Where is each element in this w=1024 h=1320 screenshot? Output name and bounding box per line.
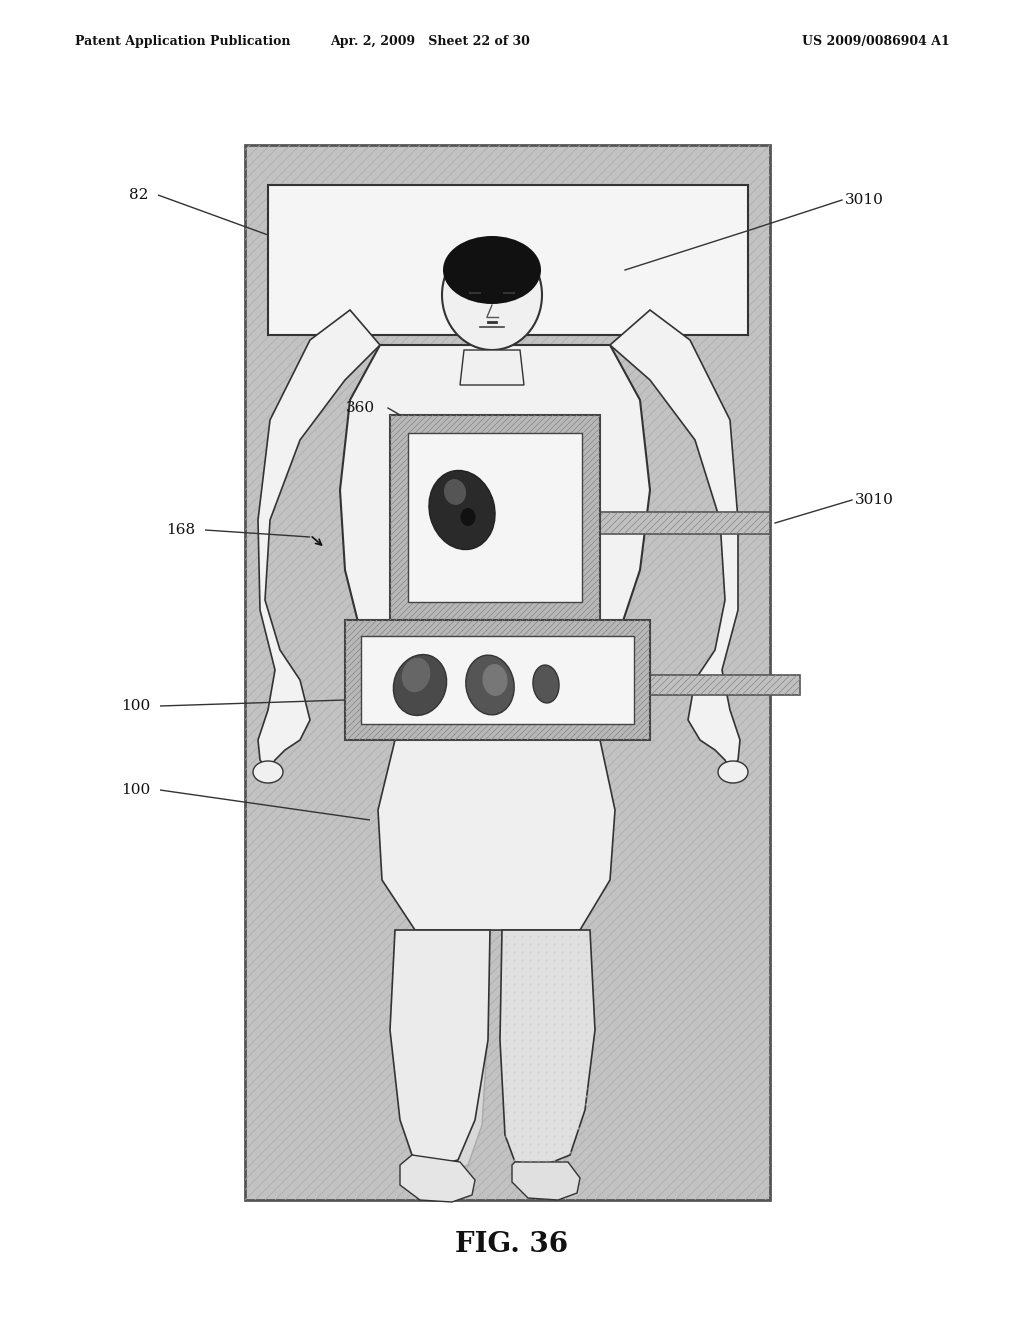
Bar <box>650 675 800 696</box>
Polygon shape <box>460 350 524 385</box>
Ellipse shape <box>482 664 508 696</box>
Polygon shape <box>395 1026 488 1172</box>
Polygon shape <box>512 1162 580 1200</box>
Bar <box>600 512 770 535</box>
Polygon shape <box>258 310 380 770</box>
Text: US 2009/0086904 A1: US 2009/0086904 A1 <box>802 36 950 49</box>
Bar <box>390 414 600 620</box>
Bar <box>600 512 770 535</box>
Ellipse shape <box>401 657 430 692</box>
Bar <box>361 636 634 723</box>
Ellipse shape <box>442 240 542 350</box>
Text: FIG. 36: FIG. 36 <box>456 1232 568 1258</box>
Ellipse shape <box>444 479 466 506</box>
Polygon shape <box>400 1155 475 1203</box>
Text: 360: 360 <box>346 401 375 414</box>
Bar <box>345 620 650 741</box>
Polygon shape <box>340 345 650 741</box>
Ellipse shape <box>718 762 748 783</box>
Ellipse shape <box>532 665 559 704</box>
Bar <box>408 433 582 602</box>
Polygon shape <box>500 931 595 1166</box>
Bar <box>650 675 800 696</box>
Bar <box>345 620 650 741</box>
Ellipse shape <box>443 236 541 304</box>
Text: 82: 82 <box>129 187 148 202</box>
Polygon shape <box>378 741 615 931</box>
Ellipse shape <box>429 470 495 549</box>
Bar <box>245 145 770 1200</box>
Text: 168: 168 <box>166 523 195 537</box>
Polygon shape <box>610 310 740 770</box>
Ellipse shape <box>461 508 475 525</box>
Ellipse shape <box>393 655 446 715</box>
Text: Apr. 2, 2009   Sheet 22 of 30: Apr. 2, 2009 Sheet 22 of 30 <box>330 36 530 49</box>
Ellipse shape <box>253 762 283 783</box>
Text: 100: 100 <box>121 783 150 797</box>
Text: 3010: 3010 <box>855 492 894 507</box>
Text: Patent Application Publication: Patent Application Publication <box>75 36 291 49</box>
Bar <box>245 145 770 1200</box>
Bar <box>268 185 748 335</box>
Polygon shape <box>390 931 490 1166</box>
Bar <box>390 414 600 620</box>
Ellipse shape <box>466 655 514 715</box>
Text: 3010: 3010 <box>845 193 884 207</box>
Text: 100: 100 <box>121 700 150 713</box>
